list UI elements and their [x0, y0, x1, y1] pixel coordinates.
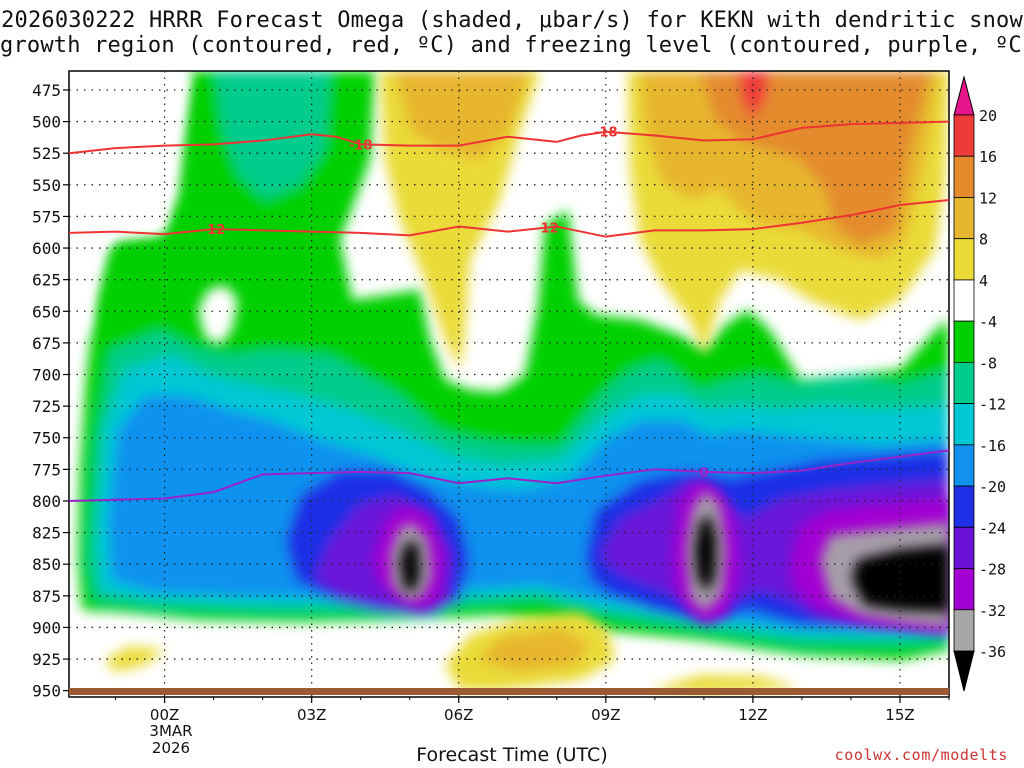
contour-label: -18 [594, 126, 618, 141]
contour-freezing_level_0 [68, 449, 950, 502]
omega-region-black-left [400, 540, 420, 592]
contour-label: 0 [699, 466, 708, 481]
omega-region-white-left-eye [198, 285, 238, 345]
y-tick-label: 900 [32, 618, 61, 637]
contour-dgz_minus12 [68, 198, 950, 238]
y-tick-label: 875 [32, 587, 61, 606]
plot-frame [68, 70, 950, 698]
colorbar-bin [953, 485, 975, 528]
y-tick-label: 600 [32, 239, 61, 258]
date-label-year: 2026 [151, 739, 191, 757]
y-tick-label: 825 [32, 524, 61, 543]
y-tick-label: 800 [32, 492, 61, 511]
colorbar-bin [953, 568, 975, 611]
colorbar-label: -24 [979, 519, 1006, 537]
x-tick-label: 06Z [444, 706, 473, 724]
y-tick-label: 700 [32, 366, 61, 385]
contour-label: -12 [202, 223, 226, 238]
x-axis: 00Z 03Z 06Z 09Z 12Z 15Z [115, 697, 950, 724]
chart-title-line1: 2026030222 HRRR Forecast Omega (shaded, … [1, 8, 1023, 33]
omega-region-black-mid [695, 515, 716, 592]
y-tick-label: 650 [32, 302, 61, 321]
contour-dgz_minus18 [68, 120, 950, 155]
colorbar-arrow-top [953, 75, 975, 116]
y-tick-label: 850 [32, 555, 61, 574]
y-tick-label: 775 [32, 460, 61, 479]
y-tick-label: 575 [32, 207, 61, 226]
contour-label: -18 [349, 138, 373, 153]
colorbar-label: 4 [979, 272, 988, 290]
credit-link[interactable]: coolwx.com/modelts [834, 746, 1008, 764]
colorbar: 20 16 12 8 4 -4 -8 -12 -16 -20 -24 -28 -32 -36 [953, 75, 1006, 692]
colorbar-bin [953, 609, 975, 652]
x-tick-label: 00Z [150, 706, 179, 724]
colorbar-bin [953, 444, 975, 487]
omega-region-yellow-leftdot [105, 646, 165, 672]
omega-region-orange-center [395, 71, 530, 160]
colorbar-bin [953, 197, 975, 240]
colorbar-bin [953, 526, 975, 569]
colorbar-bin [953, 320, 975, 363]
colorbar-label: -28 [979, 561, 1006, 579]
colorbar-label: 12 [979, 189, 997, 207]
colorbar-arrow-bottom [953, 650, 975, 692]
colorbar-bin [953, 114, 975, 157]
y-tick-label: 475 [32, 81, 61, 100]
omega-region-gold-bottom [478, 628, 590, 672]
x-tick-label: 09Z [591, 706, 620, 724]
date-label-month: 3MAR [149, 722, 193, 740]
colorbar-label: -16 [979, 437, 1006, 455]
colorbar-bin [953, 155, 975, 198]
omega-region-white-left-top [69, 71, 190, 340]
chart-title-line2: growth region (contoured, red, ºC) and f… [0, 33, 1024, 58]
y-tick-label: 750 [32, 429, 61, 448]
x-axis-label: Forecast Time (UTC) [416, 744, 608, 766]
y-tick-label: 675 [32, 334, 61, 353]
contour-lines: -18 -18 -12 -12 0 [68, 120, 950, 502]
y-tick-label: 950 [32, 682, 61, 701]
omega-region-orange-right [700, 71, 930, 245]
y-tick-label: 925 [32, 650, 61, 669]
grid [69, 71, 949, 697]
colorbar-label: -4 [979, 313, 997, 331]
omega-shading [69, 71, 949, 693]
y-tick-label: 725 [32, 397, 61, 416]
colorbar-label: 8 [979, 231, 988, 249]
y-tick-label: 500 [32, 113, 61, 132]
omega-region-red-right [738, 71, 770, 120]
contour-label: -12 [535, 222, 559, 237]
colorbar-bin [953, 403, 975, 446]
terrain-strip [69, 688, 949, 695]
y-tick-label: 550 [32, 176, 61, 195]
x-tick-label: 15Z [885, 706, 914, 724]
omega-region-teal-upper [215, 71, 330, 200]
colorbar-bin [953, 238, 975, 281]
colorbar-label: 20 [979, 107, 997, 125]
colorbar-label: -32 [979, 602, 1006, 620]
x-tick-label: 12Z [738, 706, 767, 724]
y-tick-label: 625 [32, 271, 61, 290]
x-tick-label: 03Z [297, 706, 326, 724]
colorbar-label: -8 [979, 354, 997, 372]
colorbar-label: -36 [979, 643, 1006, 661]
colorbar-bin [953, 279, 975, 322]
colorbar-label: -20 [979, 478, 1006, 496]
y-axis: 475 500 525 550 575 600 625 650 675 700 725 750 775 8… [32, 81, 69, 701]
colorbar-bin [953, 361, 975, 405]
colorbar-label: -12 [979, 396, 1006, 414]
colorbar-label: 16 [979, 148, 997, 166]
y-tick-label: 525 [32, 144, 61, 163]
